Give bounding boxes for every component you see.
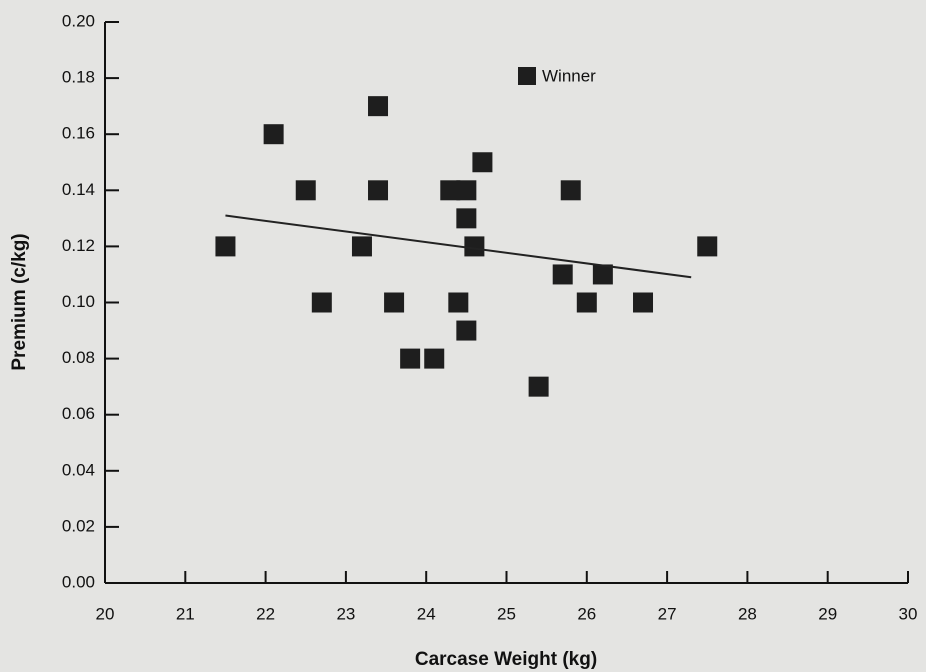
- point: [472, 152, 493, 173]
- point: [311, 292, 332, 313]
- y-tick-label: 0.02: [62, 516, 95, 535]
- point: [351, 236, 372, 257]
- y-axis-label: Premium (c/kg): [9, 233, 30, 370]
- point: [368, 96, 389, 117]
- y-tick-label: 0.12: [62, 236, 95, 255]
- point: [464, 236, 485, 257]
- y-tick-label: 0.18: [62, 68, 95, 87]
- point: [295, 180, 316, 201]
- point: [448, 292, 469, 313]
- y-tick-label: 0.10: [62, 292, 95, 311]
- point: [263, 124, 284, 145]
- point: [576, 292, 597, 313]
- point: [697, 236, 718, 257]
- x-tick-label: 30: [899, 604, 918, 623]
- trend-line: [225, 214, 692, 279]
- point: [456, 180, 477, 201]
- y-tick-label: 0.00: [62, 572, 95, 591]
- point: [400, 348, 421, 369]
- x-tick-label: 22: [256, 604, 275, 623]
- legend-swatch: [518, 67, 536, 85]
- point: [528, 376, 549, 397]
- x-tick-label: 20: [96, 604, 115, 623]
- point: [552, 264, 573, 285]
- point: [424, 348, 445, 369]
- point: [384, 292, 405, 313]
- point: [368, 180, 389, 201]
- y-tick-label: 0.06: [62, 404, 95, 423]
- x-tick-label: 24: [417, 604, 436, 623]
- point: [592, 264, 613, 285]
- point: [560, 180, 581, 201]
- point: [456, 320, 477, 341]
- x-tick-label: 26: [577, 604, 596, 623]
- y-tick-label: 0.16: [62, 124, 95, 143]
- y-tick-label: 0.08: [62, 348, 95, 367]
- x-tick-label: 21: [176, 604, 195, 623]
- y-tick-label: 0.20: [62, 11, 95, 30]
- x-tick-label: 27: [658, 604, 677, 623]
- x-tick-label: 29: [818, 604, 837, 623]
- legend-label: Winner: [542, 66, 596, 85]
- x-tick-label: 23: [336, 604, 355, 623]
- point: [633, 292, 654, 313]
- x-axis-label: Carcase Weight (kg): [415, 649, 597, 670]
- x-tick-label: 25: [497, 604, 516, 623]
- x-tick-label: 28: [738, 604, 757, 623]
- y-tick-label: 0.04: [62, 460, 95, 479]
- y-tick-label: 0.14: [62, 180, 95, 199]
- point: [456, 208, 477, 229]
- point: [215, 236, 236, 257]
- point: [440, 180, 461, 201]
